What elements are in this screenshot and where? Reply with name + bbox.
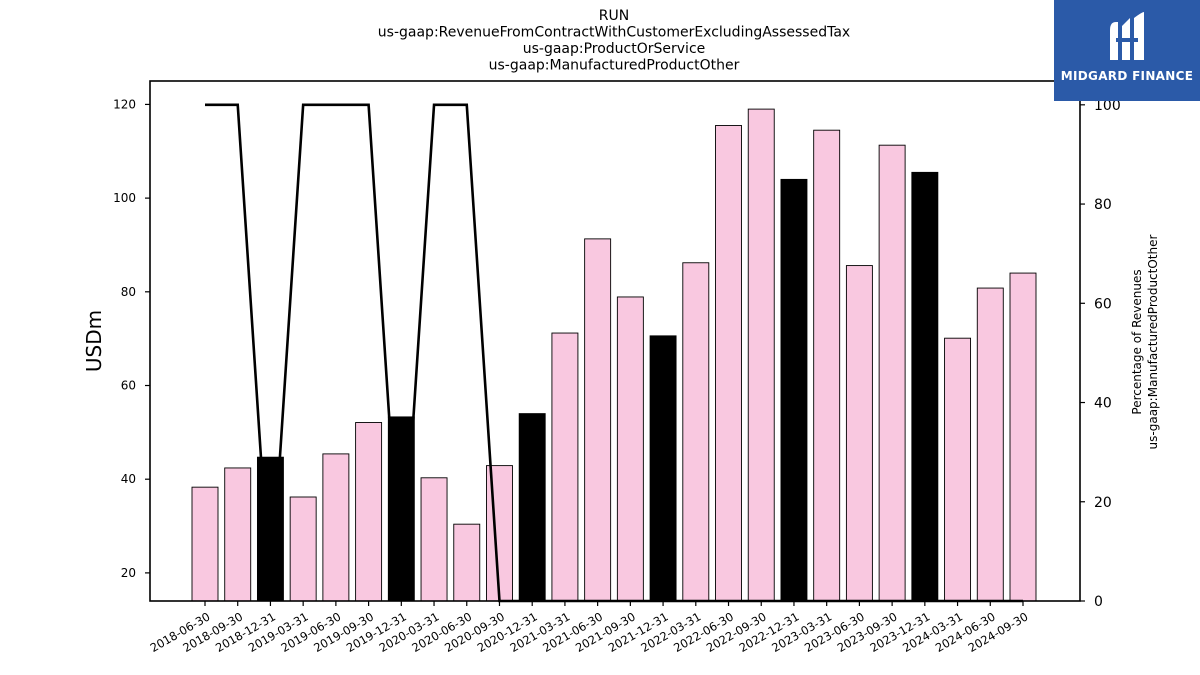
bar-2021-12-31	[649, 335, 677, 602]
bar-2022-03-31	[682, 262, 710, 602]
bar-2019-03-31	[289, 496, 317, 602]
chart-title-line: RUN	[599, 8, 629, 24]
plot-frame	[149, 80, 1081, 602]
y-tick-label: 60	[121, 379, 136, 393]
bar-2023-06-30	[845, 265, 873, 602]
bar-2023-03-31	[813, 129, 841, 602]
y2-axis-label-line: us-gaap:ManufacturedProductOther	[1146, 234, 1160, 449]
bar-2020-12-31	[518, 413, 546, 602]
y-tick-label: 40	[121, 472, 136, 486]
bar-2019-09-30	[355, 422, 383, 602]
bar-2019-12-31	[387, 416, 415, 602]
y2-tick-label: 0	[1094, 594, 1103, 610]
bars-group	[191, 108, 1037, 602]
chart-title-line: us-gaap:ManufacturedProductOther	[489, 58, 740, 74]
y-tick-label: 20	[121, 566, 136, 580]
y2-tick-label: 60	[1094, 296, 1112, 312]
brand-logo: MIDGARD FINANCE	[1054, 0, 1200, 101]
bar-2020-09-30	[486, 465, 513, 602]
chart-title-line: us-gaap:RevenueFromContractWithCustomerE…	[378, 25, 850, 41]
chart-title: RUNus-gaap:RevenueFromContractWithCustom…	[378, 8, 850, 74]
midgard-logo-icon	[1110, 12, 1144, 60]
y-tick-label: 80	[121, 285, 136, 299]
y2-axis-label: Percentage of Revenues us-gaap:Manufactur…	[1130, 234, 1160, 449]
y2-tick-label: 80	[1094, 197, 1112, 213]
bar-2021-03-31	[551, 332, 579, 602]
y2-tick-label: 40	[1094, 396, 1112, 412]
y-axis-label: USDm	[82, 310, 106, 372]
bar-2021-09-30	[616, 296, 644, 602]
bar-2022-06-30	[715, 125, 742, 602]
bar-2018-09-30	[224, 467, 252, 602]
y-tick-label: 100	[113, 191, 136, 205]
bar-2022-12-31	[780, 178, 808, 602]
bar-2020-06-30	[453, 523, 481, 602]
bar-2020-03-31	[420, 477, 448, 602]
bar-2023-12-31	[911, 171, 939, 602]
y2-axis-label-line: Percentage of Revenues	[1130, 269, 1144, 414]
bar-2022-09-30	[747, 108, 775, 602]
y2-tick-label: 100	[1094, 98, 1121, 114]
axes-group	[149, 80, 1081, 602]
x-axis-ticks: 2018-06-302018-09-302018-12-312019-03-31…	[148, 601, 1031, 655]
y-tick-label: 120	[113, 97, 136, 111]
brand-name: MIDGARD FINANCE	[1060, 69, 1194, 83]
chart-title-line: us-gaap:ProductOrService	[523, 41, 706, 57]
bar-2024-09-30	[1009, 272, 1037, 602]
right-axis-ticks: 0 20 40 60 80 100	[1080, 98, 1121, 610]
y2-tick-label: 20	[1094, 495, 1112, 511]
bar-2024-06-30	[976, 287, 1004, 602]
bar-2019-06-30	[322, 453, 350, 602]
left-axis-ticks: 20 40 60 80 100 120	[113, 97, 150, 580]
bar-2023-09-30	[878, 144, 906, 602]
bar-2018-06-30	[191, 486, 219, 602]
bar-2021-06-30	[584, 238, 612, 602]
bar-2024-03-31	[944, 337, 972, 602]
